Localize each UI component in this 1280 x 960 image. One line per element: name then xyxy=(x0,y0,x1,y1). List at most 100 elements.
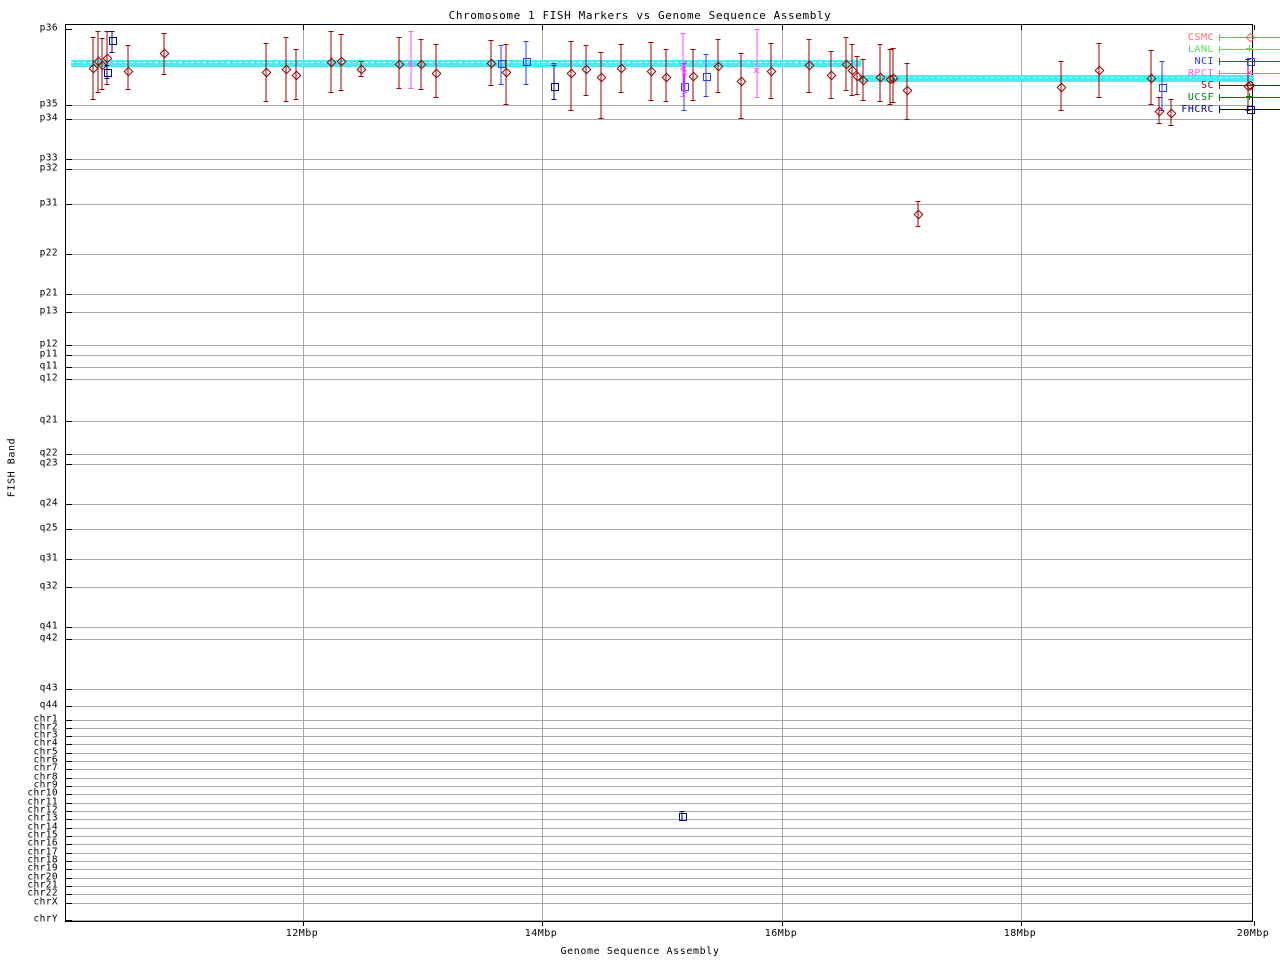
error-bar-cap xyxy=(1148,104,1154,105)
grid-line xyxy=(66,529,1252,530)
marker-sc xyxy=(713,39,724,93)
y-tick-label: chr3 xyxy=(33,729,58,741)
y-tick-mark xyxy=(66,627,72,628)
y-tick-label: chr17 xyxy=(27,846,58,858)
grid-line xyxy=(66,786,1252,787)
marker-sc xyxy=(281,37,292,102)
error-bar-cap xyxy=(806,39,812,40)
marker-sc xyxy=(88,37,99,100)
y-tick-mark xyxy=(66,504,72,505)
y-tick-label: chr13 xyxy=(27,812,58,824)
diamond-symbol xyxy=(281,64,292,75)
grid-line xyxy=(66,367,1252,368)
error-bar-cap xyxy=(598,52,604,53)
diamond-symbol xyxy=(102,53,113,64)
error-bar-cap xyxy=(583,95,589,96)
y-tick-mark xyxy=(66,639,72,640)
diamond-symbol xyxy=(159,48,170,59)
x-tick-mark-top xyxy=(1021,25,1022,30)
error-bar xyxy=(756,29,758,98)
marker-sc xyxy=(847,44,858,96)
error-bar-cap xyxy=(828,51,834,52)
error-bar-cap xyxy=(904,119,910,120)
error-bar-cap xyxy=(498,84,504,85)
error-bar-cap xyxy=(293,49,299,50)
error-bar-cap xyxy=(433,44,439,45)
legend-item-csmc[interactable]: CSMC xyxy=(1168,31,1280,43)
legend-plus-symbol xyxy=(1246,44,1253,52)
legend-cross-symbol xyxy=(1246,69,1253,76)
error-bar-cap xyxy=(860,100,866,101)
grid-line xyxy=(66,920,1252,921)
error-bar xyxy=(265,43,267,102)
error-bar-cap xyxy=(703,54,709,55)
error-bar-cap xyxy=(682,61,688,62)
error-bar xyxy=(360,61,362,77)
legend-item-fhcrc[interactable]: FHCRC xyxy=(1168,103,1280,115)
error-bar xyxy=(683,63,685,111)
y-tick-mark xyxy=(66,312,72,313)
square-symbol xyxy=(1159,84,1167,92)
y-tick-mark xyxy=(66,920,72,921)
cross-symbol xyxy=(407,61,414,68)
error-bar xyxy=(862,59,864,101)
plot-area xyxy=(65,24,1255,926)
error-bar xyxy=(808,39,810,93)
error-bar xyxy=(330,31,332,93)
y-tick-label: chr19 xyxy=(27,862,58,874)
error-bar xyxy=(705,54,707,97)
y-tick-mark xyxy=(66,345,72,346)
grid-line xyxy=(66,803,1252,804)
marker-sc xyxy=(841,37,852,91)
y-tick-label: chr9 xyxy=(33,779,58,791)
diamond-symbol xyxy=(356,64,367,75)
error-bar xyxy=(889,49,891,105)
y-tick-mark xyxy=(66,794,72,795)
diamond-symbol xyxy=(804,60,815,71)
grid-line xyxy=(66,559,1252,560)
y-tick-mark xyxy=(66,886,72,887)
error-bar-cap xyxy=(99,89,105,90)
marker-sc xyxy=(326,31,337,93)
legend-item-rpci[interactable]: RPCI xyxy=(1168,67,1280,79)
error-bar-cap xyxy=(358,76,364,77)
diamond-symbol xyxy=(431,68,442,79)
marker-sc xyxy=(858,59,869,101)
x-tick-mark xyxy=(782,921,783,926)
legend-item-sc[interactable]: SC xyxy=(1168,79,1280,91)
diamond-symbol xyxy=(336,56,347,67)
diamond-symbol xyxy=(616,63,627,74)
marker-sc xyxy=(336,34,347,91)
marker-sc xyxy=(1056,61,1067,111)
diamond-symbol xyxy=(486,58,497,69)
y-tick-label: q41 xyxy=(39,620,58,632)
y-tick-label: chr7 xyxy=(33,762,58,774)
grid-line xyxy=(66,639,1252,640)
y-tick-mark xyxy=(66,355,72,356)
x-tick-mark-top xyxy=(542,25,543,30)
grid-line xyxy=(66,869,1252,870)
legend-item-ucsf[interactable]: UCSF xyxy=(1168,91,1280,103)
error-bar-cap xyxy=(703,96,709,97)
marker-sc xyxy=(766,43,777,99)
grid-line xyxy=(66,720,1252,721)
diamond-symbol xyxy=(766,66,777,77)
diamond-symbol xyxy=(826,70,837,81)
y-tick-mark xyxy=(66,744,72,745)
error-bar-cap xyxy=(648,100,654,101)
legend-item-lanl[interactable]: LANL xyxy=(1168,43,1280,55)
error-bar xyxy=(570,41,572,111)
diamond-symbol xyxy=(688,71,699,82)
error-bar xyxy=(490,40,492,86)
legend-swatch xyxy=(1219,56,1280,67)
legend-item-nci[interactable]: NCI xyxy=(1168,55,1280,67)
marker-rpci xyxy=(678,33,688,97)
vertical-grid-line xyxy=(782,25,783,921)
diamond-symbol xyxy=(902,85,913,96)
vertical-grid-line xyxy=(303,25,304,921)
error-bar xyxy=(340,34,342,91)
error-bar xyxy=(410,31,412,89)
error-bar-cap xyxy=(328,92,334,93)
error-bar-cap xyxy=(293,99,299,100)
error-bar-cap xyxy=(1096,43,1102,44)
